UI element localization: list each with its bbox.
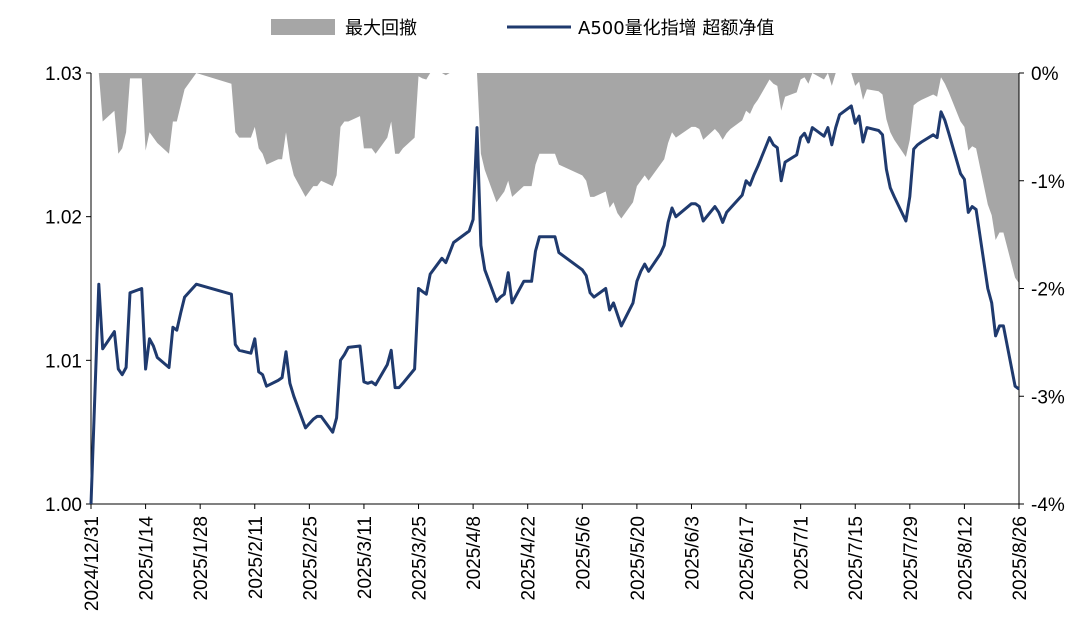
drawdown-area-layer bbox=[91, 73, 1019, 284]
axes-layer bbox=[86, 72, 1024, 509]
y-right-tick-label: -3% bbox=[1031, 387, 1065, 408]
x-tick-label: 2025/4/22 bbox=[519, 516, 540, 601]
x-tick-label: 2025/3/25 bbox=[410, 516, 431, 601]
legend-nav-label: A500量化指增 超额净值 bbox=[578, 18, 774, 39]
x-tick-label: 2025/5/20 bbox=[628, 516, 649, 601]
x-tick-label: 2024/12/31 bbox=[82, 516, 103, 611]
drawdown-area bbox=[91, 73, 1019, 284]
y-right-tick-label: -1% bbox=[1031, 172, 1065, 193]
x-tick-label: 2025/8/26 bbox=[1010, 516, 1031, 601]
legend-drawdown-label: 最大回撤 bbox=[345, 18, 417, 39]
legend-drawdown-swatch bbox=[271, 19, 335, 35]
x-tick-label: 2025/1/14 bbox=[137, 516, 158, 601]
x-tick-label: 2025/7/29 bbox=[901, 516, 922, 601]
y-left-tick-label: 1.03 bbox=[45, 64, 82, 85]
x-tick-label: 2025/5/6 bbox=[573, 516, 594, 590]
x-tick-label: 2025/7/15 bbox=[846, 516, 867, 601]
y-left-tick-label: 1.00 bbox=[45, 495, 82, 516]
x-tick-label: 2025/3/11 bbox=[355, 516, 376, 599]
x-tick-label: 2025/2/11 bbox=[246, 516, 267, 599]
x-tick-label: 2025/6/3 bbox=[682, 516, 703, 590]
nav-line-layer bbox=[89, 104, 1020, 505]
nav-line bbox=[89, 104, 1020, 505]
x-tick-label: 2025/1/28 bbox=[191, 516, 212, 601]
y-right-tick-label: -4% bbox=[1031, 495, 1065, 516]
y-left-tick-label: 1.01 bbox=[45, 351, 82, 372]
x-tick-label: 2025/6/17 bbox=[737, 516, 758, 601]
y-right-tick-label: 0% bbox=[1031, 64, 1059, 85]
legend: 最大回撤 A500量化指增 超额净值 bbox=[271, 18, 774, 39]
y-left-tick-label: 1.02 bbox=[45, 208, 82, 229]
tick-labels-layer: 1.00 1.01 1.02 1.03 0% -1% -2% -3% -4% 2024/12/31… bbox=[45, 64, 1065, 611]
x-tick-label: 2025/2/25 bbox=[300, 516, 321, 601]
y-right-tick-label: -2% bbox=[1031, 280, 1065, 301]
x-tick-label: 2025/7/1 bbox=[792, 516, 813, 590]
x-tick-label: 2025/8/12 bbox=[955, 516, 976, 601]
x-tick-label: 2025/4/8 bbox=[464, 516, 485, 590]
